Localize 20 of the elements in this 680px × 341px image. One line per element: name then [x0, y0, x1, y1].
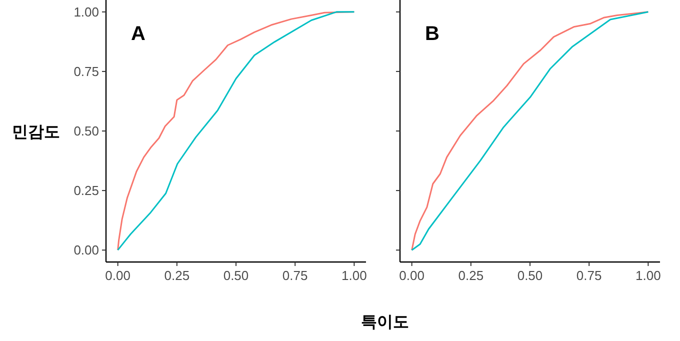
y-tick-label: 1.00 — [74, 4, 99, 20]
line-series — [117, 11, 355, 251]
x-axis-title: 특이도 — [361, 314, 409, 331]
y-tick-label: 0.50 — [74, 124, 99, 138]
text: A — [131, 23, 146, 45]
x-tick-label: 0.25 — [458, 268, 484, 283]
x-tick-label: 0.75 — [282, 268, 308, 283]
x-tick-label: 0.00 — [105, 268, 130, 283]
x-tick-label: 0.00 — [399, 268, 424, 283]
y-tick-label: 0.25 — [74, 183, 99, 198]
x-tick-label: 1.00 — [636, 268, 661, 283]
x-tick-label: 0.50 — [223, 268, 249, 283]
x-tick-label: 0.25 — [164, 268, 190, 283]
x-tick-label: 0.75 — [576, 268, 602, 283]
y-tick-label: 0.75 — [74, 64, 99, 79]
x-tick-label: 0.50 — [517, 268, 543, 283]
y-tick-label: 0.00 — [74, 242, 99, 258]
y-axis-title: 민감도 — [12, 124, 60, 141]
x-tick-label: 1.00 — [342, 268, 367, 283]
text: B — [425, 23, 440, 45]
